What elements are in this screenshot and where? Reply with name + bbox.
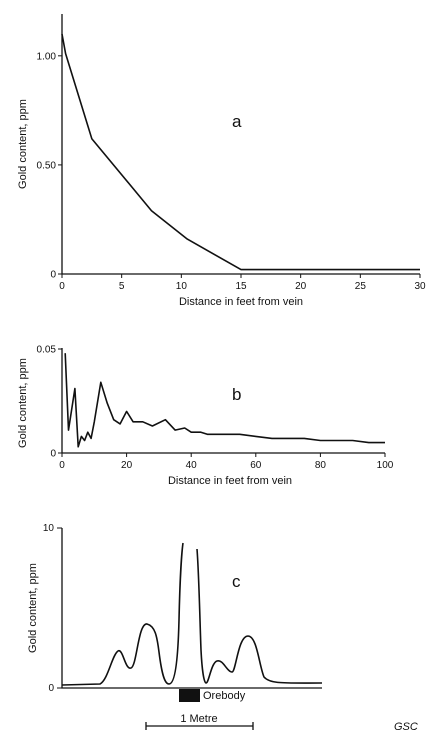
panel-b: 0 20 40 60 80 100 0 0.05 b Distance in feet fr… bbox=[17, 345, 394, 488]
panel-a-series-line bbox=[61, 33, 420, 271]
b-ytick-label-0: 0 bbox=[50, 449, 56, 460]
a-xtick-label-3: 15 bbox=[235, 281, 247, 292]
panel-c-profile-left bbox=[61, 542, 184, 686]
orebody-marker bbox=[179, 689, 200, 702]
panel-b-label: b bbox=[232, 385, 241, 404]
panel-a-axes bbox=[61, 14, 420, 275]
credit-label: GSC bbox=[394, 721, 418, 733]
panel-b-ylabel: Gold content, ppm bbox=[17, 358, 29, 448]
orebody-label: Orebody bbox=[203, 690, 246, 702]
scale-bar-label: 1 Metre bbox=[180, 713, 217, 725]
panel-a-ylabel: Gold content, ppm bbox=[17, 99, 29, 189]
panel-a-xlabel: Distance in feet from vein bbox=[179, 296, 303, 308]
a-xtick-label-2: 10 bbox=[176, 281, 188, 292]
a-xtick-label-6: 30 bbox=[414, 281, 426, 292]
b-xtick-label-5: 100 bbox=[377, 460, 394, 471]
panel-c-profile-right bbox=[196, 548, 323, 684]
a-xtick-label-0: 0 bbox=[59, 281, 65, 292]
a-ytick-label-0: 0 bbox=[50, 270, 56, 281]
panel-a-label: a bbox=[232, 112, 242, 131]
b-ytick-label-1: 0.05 bbox=[37, 345, 57, 356]
panel-a: 0 5 10 15 20 25 30 0 0.50 1.00 a Distance in fee… bbox=[17, 14, 426, 308]
panel-c-ylabel: Gold content, ppm bbox=[27, 563, 39, 653]
b-xtick-label-0: 0 bbox=[59, 460, 65, 471]
panel-c-axes bbox=[61, 528, 322, 689]
b-xtick-label-2: 40 bbox=[186, 460, 198, 471]
panel-c: 10 0 Orebody c Gold content, ppm 1 Metre bbox=[27, 523, 323, 730]
panel-b-xlabel: Distance in feet from vein bbox=[168, 475, 292, 487]
panel-b-series-line bbox=[64, 353, 385, 448]
panel-c-ytick-label-top: 10 bbox=[43, 523, 55, 534]
a-ytick-label-1: 0.50 bbox=[37, 160, 57, 171]
panel-c-label: c bbox=[232, 572, 241, 591]
b-xtick-label-1: 20 bbox=[121, 460, 133, 471]
b-xtick-label-3: 60 bbox=[250, 460, 262, 471]
scale-bar bbox=[145, 722, 254, 730]
panel-c-ytick-label-bottom: 0 bbox=[48, 683, 54, 694]
a-xtick-label-5: 25 bbox=[355, 281, 367, 292]
a-xtick-label-1: 5 bbox=[119, 281, 125, 292]
b-xtick-label-4: 80 bbox=[315, 460, 327, 471]
a-xtick-label-4: 20 bbox=[295, 281, 307, 292]
a-ytick-label-2: 1.00 bbox=[37, 51, 57, 62]
panel-b-axes bbox=[61, 348, 385, 454]
